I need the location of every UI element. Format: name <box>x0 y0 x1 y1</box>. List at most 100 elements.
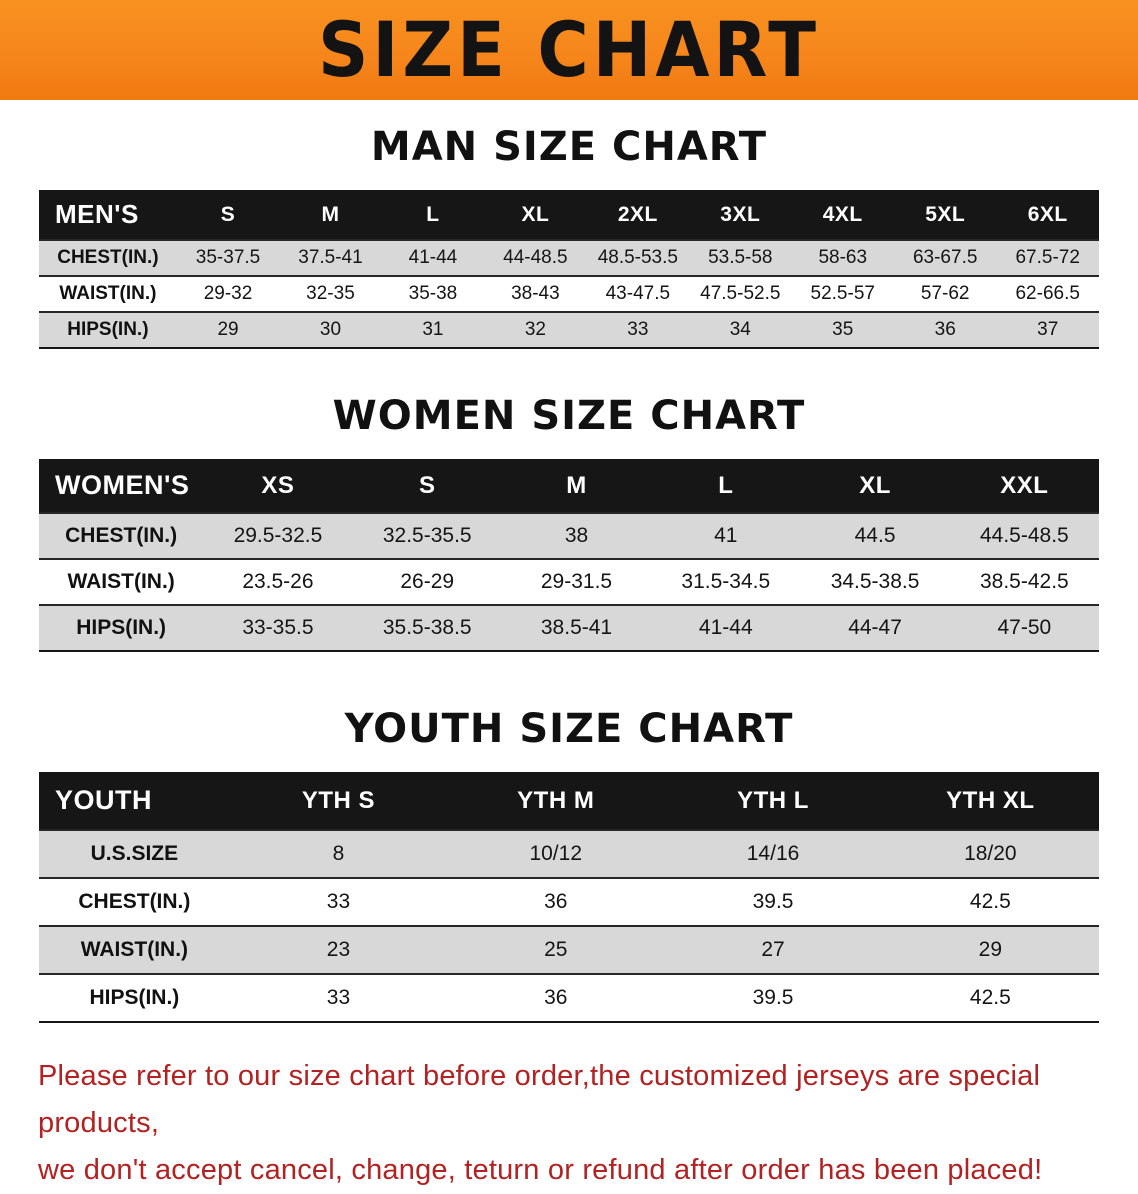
size-value-cell: 8 <box>332 842 345 865</box>
row-label: CHEST(IN.) <box>57 247 159 268</box>
size-value-cell: 57-62 <box>920 283 970 304</box>
youth-section-heading: YOUTH SIZE CHART <box>344 706 794 752</box>
size-value-cell: 29.5-32.5 <box>233 524 323 547</box>
women-size-table: WOMEN'S XS S M L XL XXL CHEST(IN.) 29.5-32.5 32.5… <box>39 459 1099 652</box>
size-column-header: 3XL <box>720 202 761 226</box>
size-value-cell: 44.5 <box>854 524 896 547</box>
size-value-cell: 31.5-34.5 <box>681 570 771 593</box>
size-column-header: XL <box>859 471 891 499</box>
size-value-cell: 62-66.5 <box>1015 283 1080 304</box>
table-header-row: WOMEN'S XS S M L XL XXL <box>39 459 1099 513</box>
size-column-header: XL <box>521 202 550 226</box>
size-value-cell: 23 <box>326 938 351 961</box>
row-label: WAIST(IN.) <box>59 283 157 304</box>
size-value-cell: 44.5-48.5 <box>979 524 1069 547</box>
size-value-cell: 41 <box>714 524 738 547</box>
youth-size-chart-section: YOUTH SIZE CHART YOUTH YTH S YTH M YTH L YTH… <box>0 706 1138 1023</box>
size-value-cell: 36 <box>544 890 568 913</box>
table-header-row: YOUTH YTH S YTH M YTH L YTH XL <box>39 772 1099 830</box>
page-title: SIZE CHART <box>317 5 821 95</box>
row-label: CHEST(IN.) <box>78 890 191 913</box>
size-value-cell: 30 <box>319 319 342 340</box>
size-value-cell: 67.5-72 <box>1015 247 1080 268</box>
size-value-cell: 48.5-53.5 <box>597 247 678 268</box>
size-value-cell: 44-47 <box>848 616 902 639</box>
size-value-cell: 63-67.5 <box>912 247 978 268</box>
size-value-cell: 34 <box>729 319 751 340</box>
size-value-cell: 33 <box>326 890 351 913</box>
size-value-cell: 34.5-38.5 <box>830 570 920 593</box>
size-value-cell: 31 <box>422 319 444 340</box>
size-value-cell: 26-29 <box>400 570 455 593</box>
size-value-cell: 38.5-41 <box>540 616 613 639</box>
size-value-cell: 52.5-57 <box>810 283 875 304</box>
size-value-cell: 47.5-52.5 <box>700 283 781 304</box>
size-value-cell: 33 <box>627 319 649 340</box>
size-column-header: YTH XL <box>946 786 1035 814</box>
size-charts: MAN SIZE CHART MEN'S S M L XL 2XL 3XL 4XL 5XL 6XL… <box>0 124 1138 1023</box>
table-row: CHEST(IN.) 35-37.5 37.5-41 41-44 44-48.5 48.5… <box>39 240 1099 276</box>
youth-size-table: YOUTH YTH S YTH M YTH L YTH XL U.S.SIZE 8 10/12… <box>39 772 1099 1023</box>
table-row: WAIST(IN.) 23.5-26 26-29 29-31.5 31.5-34.5 34… <box>39 559 1099 605</box>
row-label: HIPS(IN.) <box>67 319 149 340</box>
size-value-cell: 32 <box>524 319 546 340</box>
size-value-cell: 58-63 <box>818 247 868 268</box>
size-value-cell: 10/12 <box>529 842 583 865</box>
size-value-cell: 42.5 <box>969 890 1011 913</box>
table-row: HIPS(IN.) 33-35.5 35.5-38.5 38.5-41 41-44 44-… <box>39 605 1099 651</box>
size-value-cell: 33-35.5 <box>242 616 314 639</box>
size-column-header: YTH S <box>301 786 376 814</box>
notice-line-2: we don't accept cancel, change, teturn o… <box>38 1153 1043 1186</box>
size-column-header: 4XL <box>822 202 863 226</box>
women-section-heading: WOMEN SIZE CHART <box>332 393 806 439</box>
men-size-chart-section: MAN SIZE CHART MEN'S S M L XL 2XL 3XL 4XL 5XL 6XL… <box>0 124 1138 349</box>
size-value-cell: 41-44 <box>408 247 458 268</box>
row-label: CHEST(IN.) <box>65 524 178 547</box>
notice-line-1: Please refer to our size chart before or… <box>38 1060 1041 1139</box>
size-value-cell: 44-48.5 <box>503 247 568 268</box>
men-section-heading: MAN SIZE CHART <box>370 124 768 170</box>
row-label: HIPS(IN.) <box>89 986 180 1009</box>
size-column-header: XXL <box>1000 471 1049 499</box>
size-value-cell: 41-44 <box>698 616 753 639</box>
size-value-cell: 25 <box>544 938 568 961</box>
size-column-header: 2XL <box>617 202 658 226</box>
size-value-cell: 37.5-41 <box>298 247 363 268</box>
size-value-cell: 53.5-58 <box>708 247 773 268</box>
size-value-cell: 42.5 <box>969 986 1011 1009</box>
size-value-cell: 32-35 <box>306 283 355 304</box>
men-size-table: MEN'S S M L XL 2XL 3XL 4XL 5XL 6XL CHEST(IN.) 35-37… <box>39 190 1099 349</box>
size-value-cell: 36 <box>544 986 568 1009</box>
size-column-header: S <box>220 202 236 226</box>
banner: SIZE CHART <box>0 0 1138 100</box>
size-value-cell: 14/16 <box>746 842 800 865</box>
size-value-cell: 39.5 <box>752 890 794 913</box>
size-value-cell: 36 <box>934 319 956 340</box>
size-column-header: L <box>718 471 734 499</box>
size-value-cell: 29 <box>978 938 1003 961</box>
size-column-header: YTH M <box>517 786 595 814</box>
size-value-cell: 37 <box>1037 319 1059 340</box>
table-row: U.S.SIZE 8 10/12 14/16 18/20 <box>39 830 1099 878</box>
size-value-cell: 38-43 <box>511 283 560 304</box>
size-value-cell: 18/20 <box>964 842 1017 865</box>
table-row: HIPS(IN.) 33 36 39.5 42.5 <box>39 974 1099 1022</box>
size-value-cell: 47-50 <box>997 616 1052 639</box>
size-value-cell: 23.5-26 <box>242 570 314 593</box>
table-row: WAIST(IN.) 29-32 32-35 35-38 38-43 43-47.5 47.… <box>39 276 1099 312</box>
row-label: WAIST(IN.) <box>67 570 175 593</box>
table-row: HIPS(IN.) 29 30 31 32 33 34 35 36 37 <box>39 312 1099 348</box>
size-value-cell: 35.5-38.5 <box>382 616 472 639</box>
size-column-header: L <box>426 202 440 226</box>
table-corner-label: YOUTH <box>55 785 152 815</box>
size-column-header: 6XL <box>1027 202 1068 226</box>
size-value-cell: 32.5-35.5 <box>382 524 472 547</box>
size-value-cell: 38.5-42.5 <box>979 570 1069 593</box>
size-value-cell: 35-38 <box>408 283 458 304</box>
size-column-header: 5XL <box>925 202 966 226</box>
row-label: HIPS(IN.) <box>76 616 167 639</box>
size-value-cell: 29 <box>217 319 239 340</box>
size-value-cell: 43-47.5 <box>605 283 671 304</box>
size-value-cell: 33 <box>326 986 351 1009</box>
